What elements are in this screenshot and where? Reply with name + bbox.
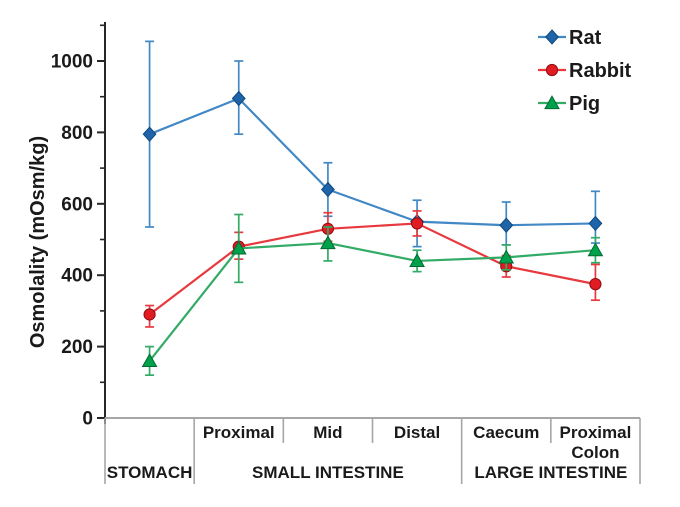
y-axis-tick-label: 400 [61, 266, 93, 287]
x-axis-segment-label: Proximal Colon [560, 423, 632, 462]
data-point-marker [588, 215, 603, 232]
data-point-marker [230, 240, 247, 255]
legend-item-rabbit: Rabbit [538, 60, 632, 82]
y-axis-tick-label: 0 [82, 409, 93, 430]
x-axis-group-label: LARGE INTESTINE [474, 463, 627, 482]
series-line [148, 241, 596, 362]
series-line [148, 222, 596, 316]
y-axis-title: Osmolality (mOsm/kg) [27, 136, 49, 348]
y-axis-tick-label: 600 [61, 194, 93, 215]
legend-marker-triangle-icon [544, 95, 560, 110]
legend-item-pig: Pig [538, 93, 600, 115]
data-point-marker [231, 90, 246, 107]
x-axis-segment-label: Mid [313, 423, 342, 442]
legend-label-rabbit: Rabbit [569, 60, 632, 82]
series-line [149, 97, 596, 227]
data-point-marker [587, 242, 604, 257]
y-axis-tick-label: 800 [61, 123, 93, 144]
data-point-marker [320, 181, 335, 198]
data-point-marker [589, 278, 602, 291]
x-axis-group-label: STOMACH [107, 463, 193, 482]
legend-label-pig: Pig [569, 93, 600, 115]
y-axis-tick-label: 200 [61, 337, 93, 358]
x-axis-segment-label: Proximal [203, 423, 275, 442]
data-point-marker [320, 235, 336, 250]
series-pig [141, 213, 604, 377]
legend-marker-diamond-icon [545, 29, 559, 45]
data-point-marker [142, 126, 157, 142]
data-point-marker [410, 217, 424, 230]
data-point-marker [141, 353, 158, 367]
data-point-marker [499, 217, 514, 233]
y-axis-tick-label: 1000 [51, 52, 93, 73]
x-axis-group-label: SMALL INTESTINE [252, 463, 404, 482]
x-axis-segment-label: Distal [394, 423, 440, 442]
legend-marker-circle-icon [545, 63, 559, 77]
legend-label-rat: Rat [569, 27, 602, 49]
series-rabbit [143, 210, 602, 328]
x-axis-segment-label: Caecum [473, 423, 539, 442]
data-point-marker [498, 249, 515, 264]
data-point-marker [409, 253, 425, 268]
series-rat [142, 40, 603, 248]
legend-item-rat: Rat [538, 27, 602, 49]
data-point-marker [143, 308, 156, 321]
